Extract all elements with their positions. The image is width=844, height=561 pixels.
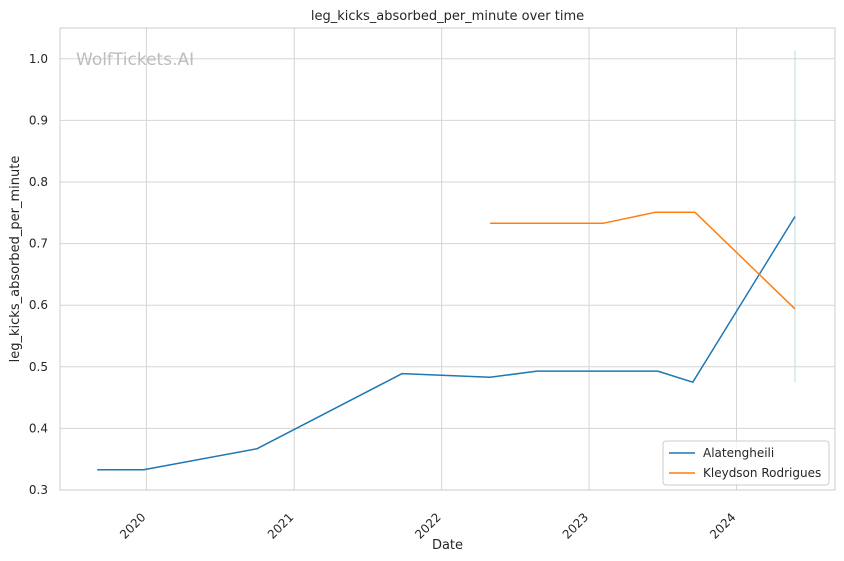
series-line [490,211,796,310]
y-tick-label: 0.8 [29,175,48,189]
chart-title: leg_kicks_absorbed_per_minute over time [311,9,584,24]
legend-label: Alatengheili [703,446,774,460]
y-axis-title: leg_kicks_absorbed_per_minute [8,156,23,363]
x-tick-label: 2021 [265,510,296,541]
y-tick-label: 0.6 [29,298,48,312]
x-tick-label: 2020 [117,510,148,541]
x-tick-label: 2022 [412,510,443,541]
x-tick-label: 2023 [560,510,591,541]
y-tick-label: 0.5 [29,360,48,374]
x-tick-label: 2024 [707,510,738,541]
y-tick-label: 1.0 [29,52,48,66]
watermark-text: WolfTickets.AI [76,50,194,70]
y-tick-label: 0.7 [29,237,48,251]
legend: Alatengheili Kleydson Rodrigues [662,440,830,486]
series-lines [97,50,796,471]
legend-label: Kleydson Rodrigues [703,466,821,480]
y-tick-label: 0.4 [29,421,48,435]
x-axis-ticks: 2020 2021 2022 2023 2024 [117,510,739,541]
grid [60,28,835,491]
legend-box [662,440,830,486]
y-tick-label: 0.9 [29,113,48,127]
plot-area [59,27,836,491]
y-axis-ticks: 0.3 0.4 0.5 0.6 0.7 0.8 0.9 1.0 [29,52,48,497]
y-tick-label: 0.3 [29,483,48,497]
x-axis-title: Date [432,538,463,553]
series-line [97,216,796,471]
